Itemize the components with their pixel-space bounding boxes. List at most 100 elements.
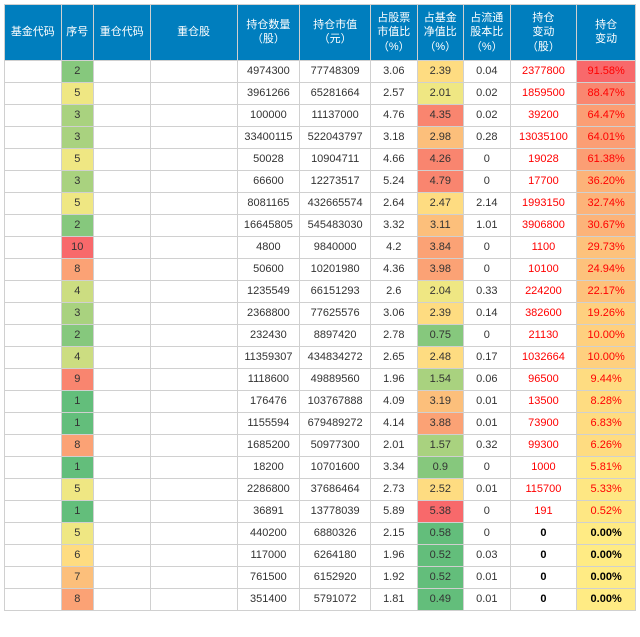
cell-p1: 1.81	[371, 588, 418, 610]
cell-seq: 5	[61, 522, 93, 544]
cell-p3: 2.14	[464, 192, 511, 214]
cell-mv: 5791072	[300, 588, 371, 610]
cell-p1: 1.96	[371, 544, 418, 566]
cell-chgpct: 0.52%	[577, 500, 636, 522]
col-header-1: 序号	[61, 5, 93, 61]
cell-p1: 4.76	[371, 104, 418, 126]
table-header: 基金代码序号重仓代码重仓股持仓数量（股）持仓市值（元）占股票市值比（%）占基金净…	[5, 5, 636, 61]
cell-p1: 2.78	[371, 324, 418, 346]
cell-stockcode	[93, 368, 150, 390]
cell-p2: 0.9	[417, 456, 464, 478]
cell-p1: 2.01	[371, 434, 418, 456]
cell-chg: 1100	[510, 236, 577, 258]
cell-stockname	[150, 566, 237, 588]
cell-qty: 100000	[237, 104, 300, 126]
cell-fundcode	[5, 412, 62, 434]
cell-p1: 2.73	[371, 478, 418, 500]
cell-mv: 65281664	[300, 82, 371, 104]
cell-p3: 0	[464, 236, 511, 258]
cell-p3: 0.06	[464, 368, 511, 390]
cell-chgpct: 0.00%	[577, 544, 636, 566]
cell-chgpct: 19.26%	[577, 302, 636, 324]
cell-p1: 2.6	[371, 280, 418, 302]
cell-chg: 224200	[510, 280, 577, 302]
cell-chgpct: 64.47%	[577, 104, 636, 126]
cell-p2: 1.57	[417, 434, 464, 456]
cell-seq: 9	[61, 368, 93, 390]
cell-mv: 10701600	[300, 456, 371, 478]
cell-qty: 232430	[237, 324, 300, 346]
cell-p3: 0.17	[464, 346, 511, 368]
cell-mv: 6152920	[300, 566, 371, 588]
cell-p2: 0.75	[417, 324, 464, 346]
cell-mv: 50977300	[300, 434, 371, 456]
cell-qty: 176476	[237, 390, 300, 412]
cell-fundcode	[5, 368, 62, 390]
cell-fundcode	[5, 126, 62, 148]
cell-stockname	[150, 192, 237, 214]
cell-chg: 21130	[510, 324, 577, 346]
cell-fundcode	[5, 522, 62, 544]
cell-p3: 0	[464, 258, 511, 280]
table-row: 850600102019804.363.9801010024.94%	[5, 258, 636, 280]
cell-seq: 6	[61, 544, 93, 566]
cell-p2: 4.35	[417, 104, 464, 126]
cell-chg: 13035100	[510, 126, 577, 148]
cell-p3: 0.32	[464, 434, 511, 456]
cell-p1: 4.36	[371, 258, 418, 280]
cell-chg: 0	[510, 544, 577, 566]
cell-mv: 77625576	[300, 302, 371, 324]
cell-p1: 2.15	[371, 522, 418, 544]
cell-chg: 13500	[510, 390, 577, 412]
table-row: 223243088974202.780.7502113010.00%	[5, 324, 636, 346]
cell-qty: 36891	[237, 500, 300, 522]
cell-seq: 5	[61, 82, 93, 104]
col-header-7: 占基金净值比（%）	[417, 5, 464, 61]
cell-fundcode	[5, 170, 62, 192]
col-header-6: 占股票市值比（%）	[371, 5, 418, 61]
cell-mv: 522043797	[300, 126, 371, 148]
cell-p2: 4.26	[417, 148, 464, 170]
cell-chgpct: 9.44%	[577, 368, 636, 390]
cell-p3: 0.03	[464, 544, 511, 566]
cell-seq: 2	[61, 214, 93, 236]
cell-stockname	[150, 412, 237, 434]
cell-stockcode	[93, 148, 150, 170]
cell-p3: 0.28	[464, 126, 511, 148]
cell-seq: 1	[61, 390, 93, 412]
cell-chgpct: 29.73%	[577, 236, 636, 258]
cell-chgpct: 0.00%	[577, 522, 636, 544]
cell-stockname	[150, 478, 237, 500]
col-header-3: 重仓股	[150, 5, 237, 61]
cell-chg: 1993150	[510, 192, 577, 214]
cell-seq: 1	[61, 500, 93, 522]
cell-seq: 3	[61, 302, 93, 324]
col-header-8: 占流通股本比（%）	[464, 5, 511, 61]
cell-p1: 4.66	[371, 148, 418, 170]
cell-p3: 0	[464, 456, 511, 478]
cell-seq: 7	[61, 566, 93, 588]
cell-stockcode	[93, 390, 150, 412]
cell-qty: 50600	[237, 258, 300, 280]
cell-p3: 1.01	[464, 214, 511, 236]
cell-mv: 9840000	[300, 236, 371, 258]
cell-chg: 2377800	[510, 60, 577, 82]
cell-stockname	[150, 368, 237, 390]
table-row: 32368800776255763.062.390.1438260019.26%	[5, 302, 636, 324]
col-header-5: 持仓市值（元）	[300, 5, 371, 61]
cell-stockcode	[93, 60, 150, 82]
cell-mv: 432665574	[300, 192, 371, 214]
cell-chgpct: 6.26%	[577, 434, 636, 456]
cell-chg: 10100	[510, 258, 577, 280]
cell-qty: 117000	[237, 544, 300, 566]
cell-stockcode	[93, 544, 150, 566]
cell-stockname	[150, 82, 237, 104]
cell-qty: 1235549	[237, 280, 300, 302]
cell-p3: 0.01	[464, 412, 511, 434]
cell-p1: 1.96	[371, 368, 418, 390]
cell-stockname	[150, 434, 237, 456]
cell-stockcode	[93, 258, 150, 280]
cell-fundcode	[5, 478, 62, 500]
cell-stockname	[150, 104, 237, 126]
cell-p3: 0.01	[464, 588, 511, 610]
